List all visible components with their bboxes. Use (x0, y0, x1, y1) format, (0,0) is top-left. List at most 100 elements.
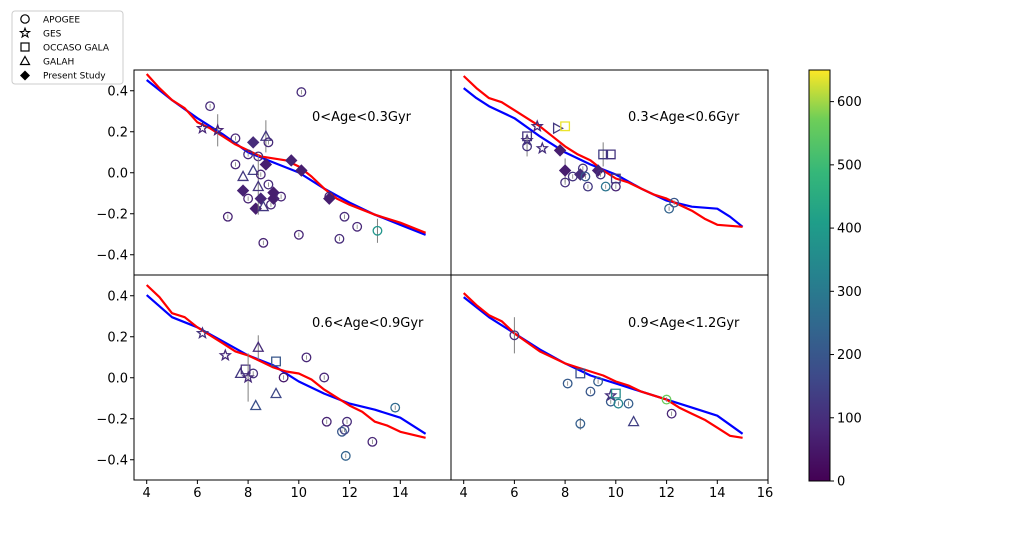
data-point-circle (230, 133, 241, 144)
panel-top-right-title: 0.3<Age<0.6Gyr (628, 110, 740, 125)
x-tick-label: 10 (608, 486, 625, 501)
data-point-triangle (237, 170, 250, 182)
x-tick-label: 12 (341, 486, 358, 501)
data-point-square (240, 364, 251, 375)
data-point-circle (575, 418, 586, 429)
data-point-star (218, 348, 232, 362)
data-point-circle (293, 229, 304, 240)
data-point-circle (613, 398, 624, 409)
y-tick-label: 0.0 (107, 371, 128, 386)
panel-bottom-right-title: 0.9<Age<1.2Gyr (628, 316, 740, 331)
data-point-circle (666, 408, 677, 419)
data-point-star (241, 370, 255, 384)
data-point-circle (243, 149, 254, 160)
colorbar-tick-label: 100 (837, 411, 862, 426)
data-point-circle (205, 101, 216, 112)
panel-bottom-left: 0.6<Age<0.9Gyr (133, 274, 452, 481)
data-point-triangle (247, 164, 260, 176)
colorbar-tick-label: 0 (837, 475, 845, 490)
legend-entry-galah: GALAH (19, 55, 74, 68)
panel-bottom-left-title: 0.6<Age<0.9Gyr (312, 316, 424, 331)
data-point-circle (585, 386, 596, 397)
x-tick-label: 4 (460, 486, 468, 501)
data-point-circle (664, 203, 675, 214)
data-point-circle (580, 171, 591, 182)
data-point-circle (278, 372, 289, 383)
data-point-square (610, 388, 621, 399)
y-tick-label: 0.2 (107, 330, 128, 345)
data-point-circle (248, 368, 259, 379)
data-point-triangle (252, 340, 265, 352)
model-line-red (145, 284, 426, 439)
colorbar-tick-label: 200 (837, 348, 862, 363)
y-tick-marks (130, 90, 134, 461)
panel-top-left-frame (133, 69, 452, 276)
data-point-diamond (236, 184, 250, 197)
data-point-circle (560, 177, 571, 188)
data-point-circle (582, 181, 593, 192)
data-point-circle (321, 416, 332, 427)
data-point-star (210, 123, 225, 136)
data-point-triangle (249, 399, 262, 411)
x-tick-mark-lines-right (463, 480, 769, 484)
data-point-diamond (553, 144, 567, 157)
x-tick-label: 8 (561, 486, 569, 501)
data-point-square (610, 173, 621, 184)
data-point-triangle (270, 387, 283, 399)
y-tick-label: 0.0 (107, 166, 128, 181)
data-point-circle (352, 221, 363, 232)
legend-label-present-study: Present Study (43, 72, 106, 82)
data-point-diamond (246, 136, 260, 149)
data-point-circle (593, 376, 604, 387)
data-point-circle (342, 416, 352, 427)
panel-bottom-right-plot (462, 292, 744, 439)
y-axis-bottom: 0.4 0.2 0.0 −0.2 −0.4 (96, 289, 128, 468)
y-axis-top: 0.4 0.2 0.0 −0.2 −0.4 (96, 84, 128, 263)
x-tick-label: 6 (193, 486, 201, 501)
data-point-circle (296, 87, 307, 98)
y-tick-label: −0.4 (96, 248, 128, 263)
data-point-square (271, 356, 281, 367)
model-line-red (145, 73, 427, 234)
panel-top-left: 0<Age<0.3Gyr (133, 69, 452, 276)
data-point-circle (339, 211, 350, 222)
data-point-triangleRight (552, 122, 564, 135)
data-point-circle (509, 330, 520, 341)
panel-top-left-title: 0<Age<0.3Gyr (312, 110, 412, 125)
colorbar-tick-label: 400 (837, 222, 862, 237)
data-point-diamond (323, 192, 336, 205)
data-point-circle (301, 352, 312, 363)
data-point-circle (522, 141, 533, 152)
data-point-star (195, 326, 210, 339)
data-point-diamond (295, 164, 308, 177)
data-point-diamond (285, 154, 298, 167)
data-point-circle (600, 181, 611, 192)
x-tick-label: 10 (291, 486, 308, 501)
data-point-diamond (259, 158, 273, 171)
panel-bottom-right: 0.9<Age<1.2Gyr (450, 274, 769, 481)
x-tick-label: 14 (709, 486, 726, 501)
x-tick-label: 12 (658, 486, 675, 501)
y-tick-label: −0.2 (96, 207, 128, 222)
legend-diamond-marker (20, 70, 30, 81)
data-point-circle (276, 191, 287, 202)
data-point-circle (230, 159, 241, 170)
y-tick-label: −0.4 (96, 453, 128, 468)
legend-entry-occaso-gala: OCCASO GALA (20, 42, 110, 54)
legend-label-occaso-gala: OCCASO GALA (43, 44, 110, 54)
y-tick-label: 0.2 (107, 125, 128, 140)
colorbar-tick-label: 600 (837, 95, 862, 110)
data-point-star (530, 119, 544, 132)
legend-triangle-marker (19, 55, 31, 66)
data-point-square (522, 131, 533, 142)
data-point-circle (258, 237, 269, 248)
panel-top-right-plot (462, 75, 744, 228)
legend-label-ges: GES (43, 30, 62, 40)
data-point-circle (319, 372, 330, 383)
data-point-triangle (252, 180, 265, 192)
legend-circle-marker (20, 14, 30, 24)
model-line-blue (146, 79, 427, 236)
data-point-triangle (259, 129, 272, 141)
data-point-circle (390, 402, 401, 413)
